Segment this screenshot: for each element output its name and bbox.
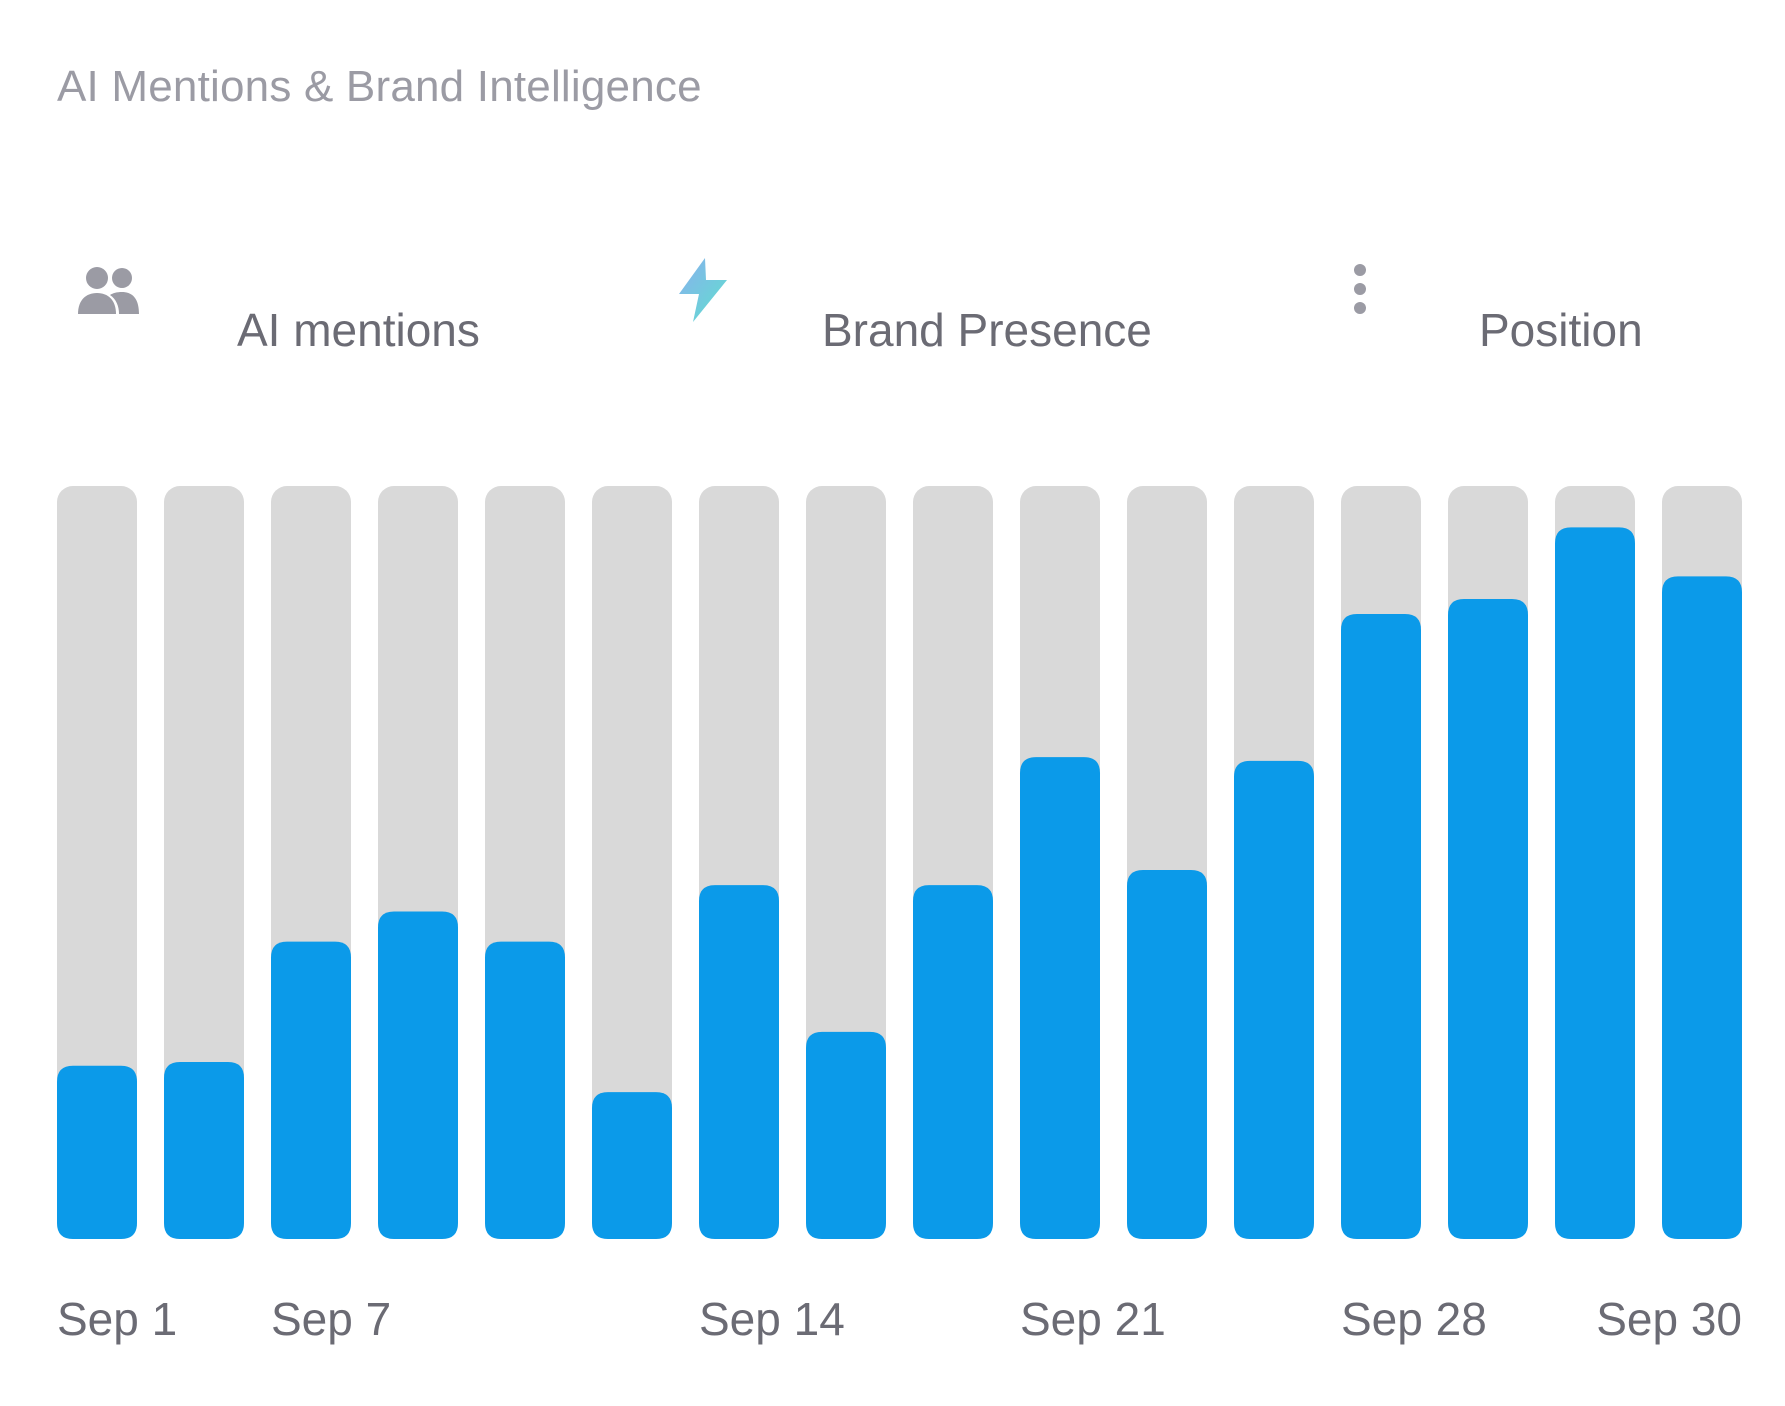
bar[interactable] bbox=[164, 1062, 244, 1239]
metric-label-ai-mentions: AI mentions bbox=[237, 304, 480, 356]
chart-title: AI Mentions & Brand Intelligence bbox=[57, 62, 702, 111]
x-tick-label: Sep 14 bbox=[699, 1293, 845, 1345]
metric-label-position: Position bbox=[1479, 304, 1643, 356]
bar[interactable] bbox=[271, 941, 351, 1239]
bar[interactable] bbox=[1020, 757, 1100, 1239]
bar[interactable] bbox=[1555, 527, 1635, 1239]
x-tick-label: Sep 1 bbox=[57, 1293, 177, 1345]
x-tick-label: Sep 7 bbox=[271, 1293, 391, 1345]
bar[interactable] bbox=[1341, 614, 1421, 1239]
bar-track bbox=[592, 486, 672, 1239]
lightning-icon bbox=[673, 256, 743, 322]
x-tick-label: Sep 30 bbox=[1596, 1293, 1742, 1345]
bar[interactable] bbox=[913, 885, 993, 1239]
bar-track bbox=[164, 486, 244, 1239]
bar[interactable] bbox=[485, 941, 565, 1239]
bar[interactable] bbox=[1662, 576, 1742, 1239]
bar[interactable] bbox=[1234, 760, 1314, 1239]
bar-track bbox=[57, 486, 137, 1239]
users-icon bbox=[76, 262, 146, 328]
vertical-dots-icon bbox=[1340, 262, 1380, 328]
bar[interactable] bbox=[378, 911, 458, 1239]
bar[interactable] bbox=[806, 1031, 886, 1239]
metric-label-brand-presence: Brand Presence bbox=[822, 304, 1152, 356]
bar[interactable] bbox=[57, 1065, 137, 1239]
x-tick-label: Sep 21 bbox=[1020, 1293, 1166, 1345]
bar[interactable] bbox=[592, 1092, 672, 1239]
x-tick-label: Sep 28 bbox=[1341, 1293, 1487, 1345]
bar[interactable] bbox=[1448, 598, 1528, 1239]
bar[interactable] bbox=[699, 885, 779, 1239]
bar[interactable] bbox=[1127, 870, 1207, 1239]
